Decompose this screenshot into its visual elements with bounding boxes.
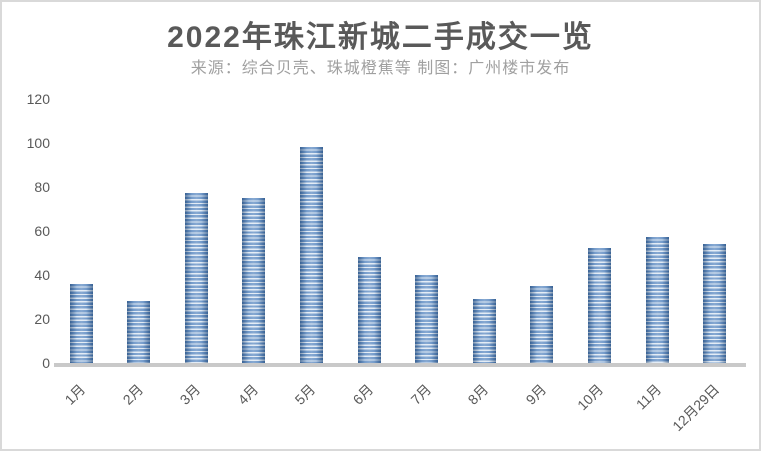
bar — [184, 193, 208, 363]
x-axis-line — [54, 363, 746, 367]
y-axis-tick-label: 20 — [34, 310, 50, 327]
y-axis-tick-label: 100 — [26, 134, 50, 151]
bar — [587, 248, 611, 363]
y-axis-tick-label: 60 — [34, 222, 50, 239]
y-axis-tick-label: 40 — [34, 266, 50, 283]
bar — [357, 257, 381, 363]
bar — [530, 285, 554, 363]
chart-title: 2022年珠江新城二手成交一览 — [167, 21, 594, 54]
bar — [703, 244, 727, 363]
bar — [242, 197, 266, 363]
y-axis-tick-label: 80 — [34, 178, 50, 195]
bar — [645, 237, 669, 363]
bar — [415, 274, 439, 363]
bar — [472, 299, 496, 363]
chart-subtitle: 来源：综合贝壳、珠城橙蕉等 制图：广州楼市发布 — [190, 60, 571, 77]
y-axis-tick-label: 120 — [26, 90, 50, 107]
bar — [69, 283, 93, 363]
bar — [127, 301, 151, 363]
bar — [299, 147, 323, 363]
y-axis-tick-label: 0 — [42, 355, 50, 371]
